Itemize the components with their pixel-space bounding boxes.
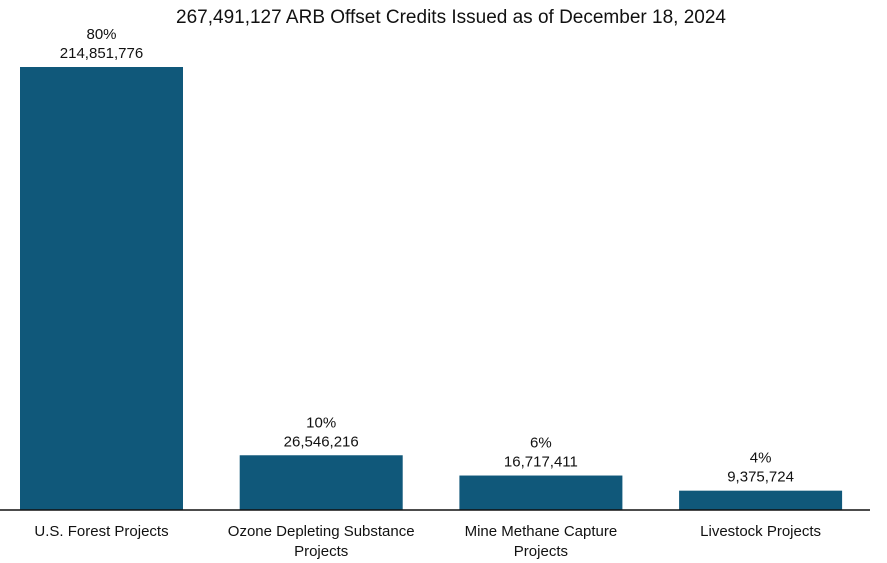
bar <box>239 455 403 510</box>
value-label: 9,375,724 <box>727 469 794 486</box>
percent-label: 10% <box>306 414 336 431</box>
x-tick-label: Ozone Depleting Substance <box>228 523 415 540</box>
percent-label: 4% <box>750 450 772 467</box>
bar <box>20 67 183 510</box>
percent-label: 80% <box>86 26 116 43</box>
bar <box>459 475 623 510</box>
value-label: 26,546,216 <box>284 433 359 450</box>
x-tick-label: Projects <box>294 543 348 560</box>
x-tick-label: Projects <box>514 543 568 560</box>
value-label: 214,851,776 <box>60 45 143 62</box>
x-tick-label: Mine Methane Capture <box>465 523 618 540</box>
chart-title: 267,491,127 ARB Offset Credits Issued as… <box>176 7 726 28</box>
x-tick-label: Livestock Projects <box>700 523 821 540</box>
percent-label: 6% <box>530 435 552 452</box>
x-tick-label: U.S. Forest Projects <box>34 523 168 540</box>
bar <box>679 490 843 510</box>
value-label: 16,717,411 <box>504 454 578 471</box>
